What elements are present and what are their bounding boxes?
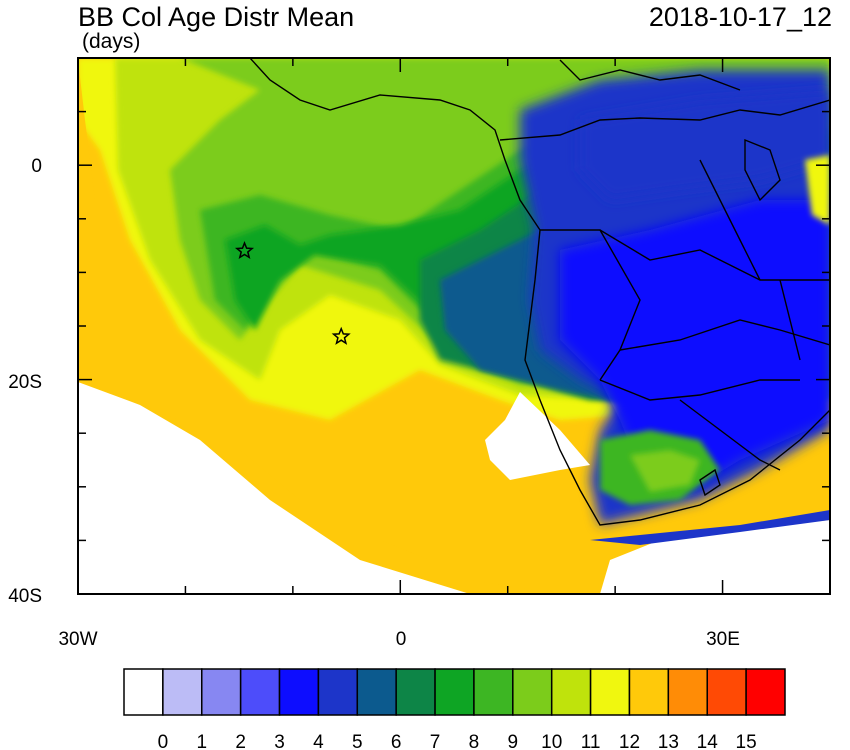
units-label: (days) bbox=[82, 30, 141, 53]
marker-layer bbox=[234, 240, 351, 345]
colorbar-swatch bbox=[745, 668, 786, 716]
colorbar-swatch bbox=[278, 668, 320, 716]
colorbar-swatch bbox=[434, 668, 475, 716]
colorbar-swatch bbox=[706, 668, 747, 716]
colorbar-label: 13 bbox=[658, 732, 679, 750]
lon-label-30w: 30W bbox=[58, 629, 97, 650]
colorbar-label: 3 bbox=[274, 732, 285, 750]
lon-label-0: 0 bbox=[396, 629, 407, 650]
colorbar-label: 15 bbox=[736, 732, 757, 750]
colorbar-label: 6 bbox=[391, 732, 402, 750]
colorbar-swatch bbox=[123, 668, 164, 716]
star-marker-2 bbox=[331, 326, 351, 345]
colorbar-label: 4 bbox=[313, 732, 324, 750]
lat-label-20s: 20S bbox=[8, 372, 42, 393]
lat-label-40s: 40S bbox=[8, 586, 42, 607]
colorbar bbox=[123, 668, 786, 716]
map-title: BB Col Age Distr Mean bbox=[78, 2, 355, 32]
colorbar-label: 14 bbox=[697, 732, 719, 750]
valid-time-label: 2018-10-17_12 bbox=[648, 2, 832, 32]
colorbar-label: 9 bbox=[508, 732, 519, 750]
lon-label-30e: 30E bbox=[706, 629, 740, 650]
colorbar-label: 11 bbox=[581, 732, 601, 750]
colorbar-label: 7 bbox=[430, 732, 441, 750]
colorbar-label: 10 bbox=[541, 732, 562, 750]
colorbar-label: 5 bbox=[352, 732, 363, 750]
colorbar-labels: 0 1 2 3 4 5 6 7 8 9 10 11 12 13 14 15 bbox=[158, 732, 757, 750]
colorbar-swatch bbox=[628, 668, 670, 716]
age-field bbox=[78, 58, 830, 594]
colorbar-swatch bbox=[550, 668, 592, 716]
colorbar-label: 12 bbox=[619, 732, 640, 750]
colorbar-swatch bbox=[162, 668, 203, 716]
lat-label-0: 0 bbox=[31, 156, 42, 177]
colorbar-label: 1 bbox=[196, 732, 207, 750]
colorbar-swatch bbox=[239, 668, 281, 716]
tick-labels: 30W 0 30E 0 20S 40S bbox=[8, 156, 740, 650]
star-marker-1 bbox=[234, 240, 255, 260]
colorbar-swatch bbox=[395, 668, 436, 716]
colorbar-label: 0 bbox=[158, 732, 169, 750]
colorbar-swatch bbox=[201, 668, 242, 716]
colorbar-label: 8 bbox=[469, 732, 480, 750]
colorbar-swatch bbox=[356, 668, 397, 716]
colorbar-label: 2 bbox=[235, 732, 246, 750]
colorbar-swatch bbox=[589, 668, 631, 716]
colorbar-swatch bbox=[473, 668, 514, 716]
colorbar-swatch bbox=[317, 668, 359, 716]
colorbar-swatch bbox=[667, 668, 708, 716]
tick-marks bbox=[77, 57, 831, 595]
colorbar-swatch bbox=[512, 668, 553, 716]
